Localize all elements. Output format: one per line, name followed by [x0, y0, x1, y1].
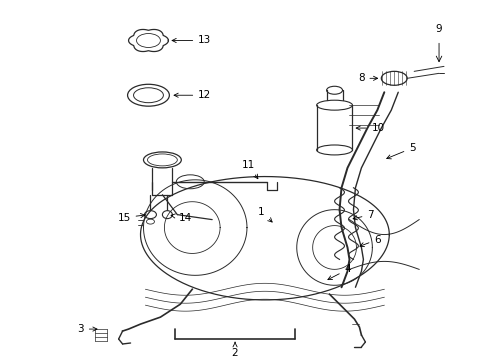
Text: 9: 9: [435, 23, 442, 33]
Text: 13: 13: [172, 36, 211, 45]
Text: 8: 8: [357, 73, 377, 83]
Text: 11: 11: [242, 160, 257, 179]
Text: 15: 15: [117, 213, 144, 222]
Text: 4: 4: [327, 264, 350, 280]
Text: 14: 14: [171, 213, 191, 222]
Text: 6: 6: [359, 234, 380, 247]
Text: 10: 10: [355, 123, 384, 133]
Text: 3: 3: [77, 324, 97, 334]
Text: 5: 5: [386, 143, 415, 159]
Text: 1: 1: [257, 207, 272, 222]
Text: 2: 2: [231, 342, 238, 358]
Text: 7: 7: [352, 210, 373, 220]
Text: 12: 12: [174, 90, 211, 100]
